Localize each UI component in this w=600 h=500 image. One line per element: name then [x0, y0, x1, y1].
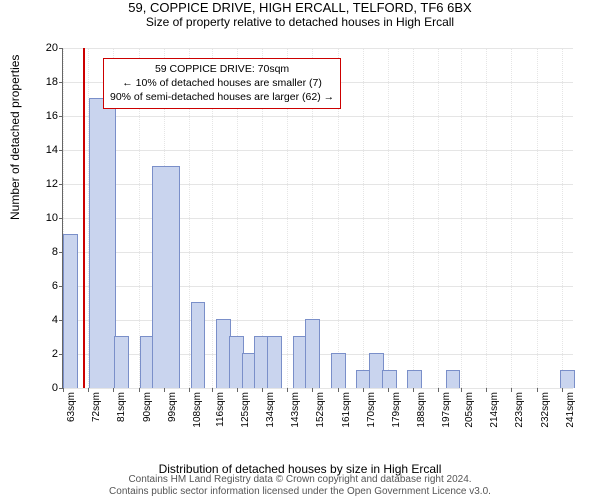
footer-attribution: Contains HM Land Registry data © Crown c…: [0, 474, 600, 498]
y-tick-label: 8: [40, 246, 58, 258]
x-tick-label: 116sqm: [215, 392, 226, 427]
histogram-bar: [407, 370, 422, 388]
gridline-v: [537, 48, 538, 388]
y-tick-label: 2: [40, 348, 58, 360]
annotation-box: 59 COPPICE DRIVE: 70sqm ← 10% of detached…: [103, 58, 341, 109]
gridline-v: [562, 48, 563, 388]
x-tick-label: 81sqm: [116, 392, 127, 422]
x-tick-label: 223sqm: [514, 392, 525, 428]
gridline-v: [363, 48, 364, 388]
x-tick-label: 134sqm: [265, 392, 276, 428]
y-tick-label: 16: [40, 110, 58, 122]
footer-line-1: Contains HM Land Registry data © Crown c…: [128, 474, 471, 485]
annotation-line-2: ← 10% of detached houses are smaller (7): [122, 77, 322, 89]
footer-line-2: Contains public sector information licen…: [109, 486, 491, 497]
gridline-v: [511, 48, 512, 388]
x-tick-label: 152sqm: [315, 392, 326, 428]
x-tick-label: 72sqm: [91, 392, 102, 422]
plot-area: 63sqm72sqm81sqm90sqm99sqm108sqm116sqm125…: [62, 48, 573, 389]
histogram-bar: [446, 370, 461, 388]
histogram-bar: [267, 336, 282, 388]
y-axis-label: Number of detached properties: [8, 55, 22, 220]
histogram-bar: [152, 166, 180, 388]
x-tick-label: 188sqm: [416, 392, 427, 428]
x-tick-label: 90sqm: [142, 392, 153, 422]
histogram-bar: [63, 234, 78, 388]
histogram-bar: [560, 370, 575, 388]
histogram-bar: [114, 336, 129, 388]
gridline-v: [438, 48, 439, 388]
y-tick-label: 0: [40, 382, 58, 394]
x-tick-label: 108sqm: [192, 392, 203, 428]
histogram-bar: [305, 319, 320, 388]
reference-line: [83, 48, 85, 388]
gridline-v: [388, 48, 389, 388]
x-tick-label: 214sqm: [489, 392, 500, 428]
histogram-bar: [331, 353, 346, 388]
x-tick-label: 63sqm: [66, 392, 77, 422]
annotation-line-1: 59 COPPICE DRIVE: 70sqm: [155, 63, 289, 75]
x-tick-label: 161sqm: [341, 392, 352, 428]
x-tick-label: 179sqm: [391, 392, 402, 428]
chart-area: 63sqm72sqm81sqm90sqm99sqm108sqm116sqm125…: [62, 48, 572, 408]
page-title: 59, COPPICE DRIVE, HIGH ERCALL, TELFORD,…: [0, 0, 600, 15]
x-tick-label: 170sqm: [366, 392, 377, 428]
x-tick-label: 99sqm: [167, 392, 178, 422]
gridline-v: [486, 48, 487, 388]
x-tick-label: 241sqm: [565, 392, 576, 428]
y-tick-label: 10: [40, 212, 58, 224]
y-tick-label: 18: [40, 76, 58, 88]
y-tick-label: 12: [40, 178, 58, 190]
x-tick-label: 125sqm: [240, 392, 251, 428]
gridline-v: [461, 48, 462, 388]
gridline-v: [413, 48, 414, 388]
x-tick-label: 232sqm: [540, 392, 551, 428]
annotation-line-3: 90% of semi-detached houses are larger (…: [110, 91, 334, 103]
x-tick-label: 205sqm: [464, 392, 475, 428]
y-tick-label: 4: [40, 314, 58, 326]
histogram-bar: [89, 98, 117, 388]
x-tick-label: 143sqm: [290, 392, 301, 428]
x-tick-label: 197sqm: [441, 392, 452, 428]
chart-subtitle: Size of property relative to detached ho…: [0, 15, 600, 29]
y-tick-label: 14: [40, 144, 58, 156]
histogram-bar: [191, 302, 206, 388]
y-tick-label: 20: [40, 42, 58, 54]
y-tick-label: 6: [40, 280, 58, 292]
histogram-bar: [382, 370, 397, 388]
